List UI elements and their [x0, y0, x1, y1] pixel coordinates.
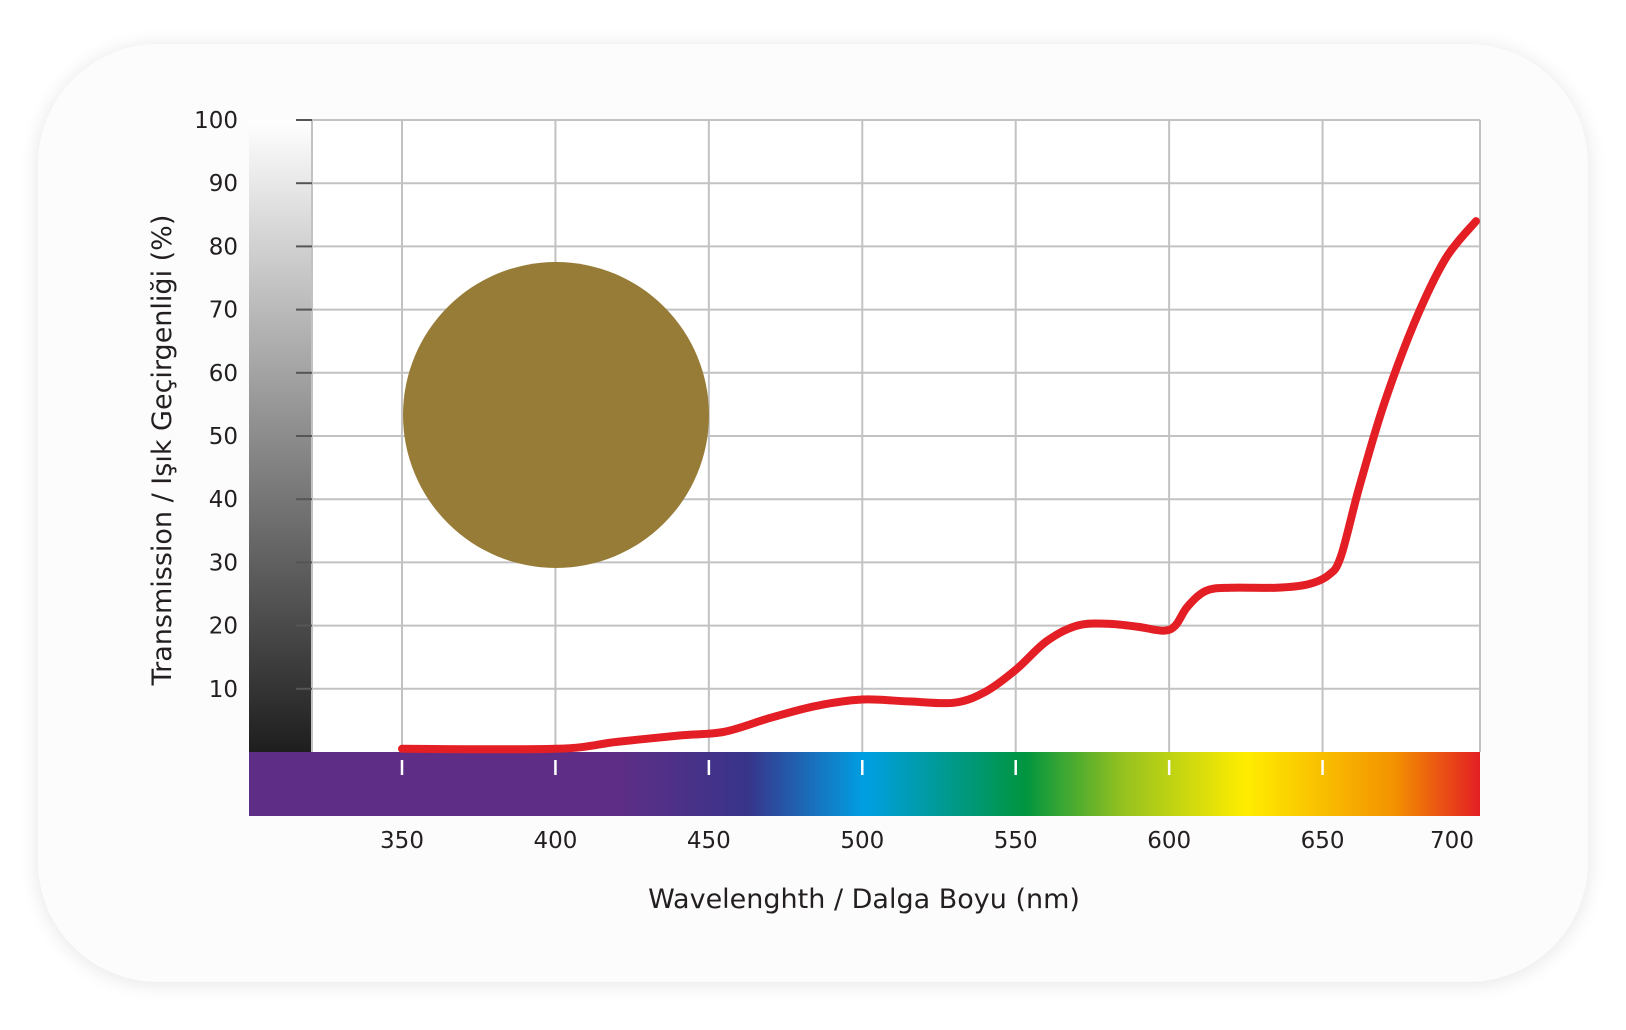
y-tick-label: 60	[209, 361, 238, 387]
y-axis-label: Transmission / Işık Geçirgenliği (%)	[147, 215, 178, 687]
y-tick-label: 40	[209, 487, 238, 513]
y-axis-ticks: 10 20 30 40 50 60 70 80 90 100	[194, 108, 312, 703]
x-tick-label: 350	[380, 828, 424, 854]
x-tick-label: 550	[994, 828, 1038, 854]
y-tick-label: 100	[194, 108, 238, 134]
y-tick-label: 90	[209, 171, 238, 197]
x-tick-label: 500	[840, 828, 884, 854]
color-swatch	[403, 262, 709, 568]
x-axis-ticks: 350 400 450 500 550 600 650 700	[380, 760, 1474, 854]
x-tick-label: 400	[533, 828, 577, 854]
x-tick-label: 700	[1430, 828, 1474, 854]
x-tick-label: 600	[1147, 828, 1191, 854]
x-tick-label: 450	[687, 828, 731, 854]
y-tick-label: 80	[209, 234, 238, 260]
y-tick-label: 30	[209, 550, 238, 576]
spectrum-bar	[249, 752, 1480, 816]
x-axis-label: Wavelenghth / Dalga Boyu (nm)	[648, 884, 1080, 915]
y-tick-label: 70	[209, 298, 238, 324]
x-tick-label: 650	[1301, 828, 1345, 854]
y-tick-label: 20	[209, 614, 238, 640]
series-line	[398, 217, 1480, 754]
y-tick-label: 50	[209, 424, 238, 450]
y-tick-label: 10	[209, 677, 238, 703]
